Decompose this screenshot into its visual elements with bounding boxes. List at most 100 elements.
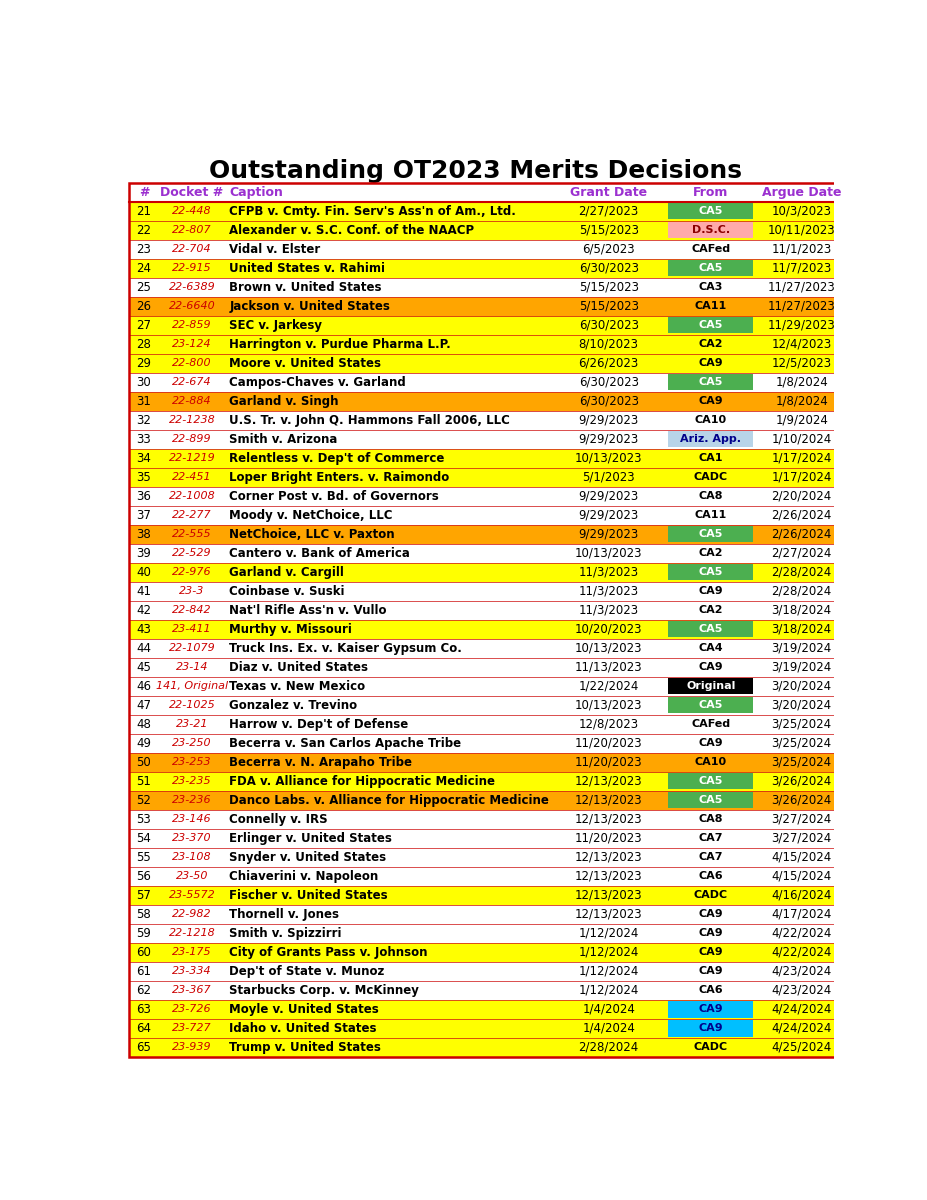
Text: 6/30/2023: 6/30/2023 [578,262,639,275]
Text: 12/13/2023: 12/13/2023 [575,794,642,806]
Text: CA4: CA4 [698,643,723,653]
Bar [668,431,753,448]
Bar [668,583,753,600]
Text: 22-807: 22-807 [172,226,212,235]
Bar [668,374,753,390]
Text: 3/27/2024: 3/27/2024 [771,832,832,845]
Text: CA5: CA5 [699,529,723,539]
Text: CA6: CA6 [698,985,723,996]
Text: Coinbase v. Suski: Coinbase v. Suski [229,584,345,598]
Bar [668,869,753,884]
Bar [129,924,847,943]
Text: 1/17/2024: 1/17/2024 [771,452,832,464]
Text: 2/26/2024: 2/26/2024 [771,528,832,541]
Text: 56: 56 [136,870,151,883]
Text: 1/22/2024: 1/22/2024 [578,680,639,692]
Text: 22-915: 22-915 [172,263,212,274]
Text: Garland v. Cargill: Garland v. Cargill [229,566,344,578]
Text: 22-1025: 22-1025 [169,701,215,710]
Text: 1/8/2024: 1/8/2024 [775,376,828,389]
Bar [129,962,847,980]
Text: CFPB v. Cmty. Fin. Serv's Ass'n of Am., Ltd.: CFPB v. Cmty. Fin. Serv's Ass'n of Am., … [229,205,516,218]
Text: 41: 41 [136,584,151,598]
Bar [668,716,753,732]
Text: 36: 36 [136,490,151,503]
Text: 60: 60 [136,946,151,959]
Bar [129,544,847,563]
Text: 22-529: 22-529 [172,548,212,558]
Text: 42: 42 [136,604,151,617]
Text: 24: 24 [136,262,151,275]
Text: 3/27/2024: 3/27/2024 [771,812,832,826]
Bar [129,430,847,449]
Text: CA2: CA2 [698,605,723,616]
Bar [668,830,753,846]
Text: 52: 52 [136,794,151,806]
Text: 3/25/2024: 3/25/2024 [771,718,832,731]
Bar [668,545,753,562]
Text: 23-3: 23-3 [179,587,205,596]
Text: 5/15/2023: 5/15/2023 [578,281,639,294]
Text: 4/16/2024: 4/16/2024 [771,889,832,902]
Text: 4/22/2024: 4/22/2024 [771,926,832,940]
Text: 23-146: 23-146 [172,815,212,824]
Bar [129,752,847,772]
Bar [668,811,753,828]
Text: 22-884: 22-884 [172,396,212,407]
Text: 10/11/2023: 10/11/2023 [768,224,835,236]
Text: CA7: CA7 [698,833,723,844]
Text: 22-1238: 22-1238 [169,415,215,425]
Text: CAFed: CAFed [692,245,730,254]
Text: 12/13/2023: 12/13/2023 [575,870,642,883]
Bar [129,563,847,582]
Text: 22-899: 22-899 [172,434,212,444]
Text: 23-175: 23-175 [172,947,212,958]
Text: CA11: CA11 [694,510,727,521]
Text: CA7: CA7 [698,852,723,863]
Text: 4/17/2024: 4/17/2024 [771,908,832,920]
Text: 11/27/2023: 11/27/2023 [768,281,835,294]
Bar [129,905,847,924]
Text: 2/28/2024: 2/28/2024 [578,1040,639,1054]
Text: 2/27/2023: 2/27/2023 [578,205,639,218]
Text: 2/28/2024: 2/28/2024 [771,566,832,578]
Text: 23-124: 23-124 [172,340,212,349]
Text: Alexander v. S.C. Conf. of the NAACP: Alexander v. S.C. Conf. of the NAACP [229,224,475,236]
Bar [129,1000,847,1019]
Text: 29: 29 [136,356,151,370]
Bar [668,697,753,714]
Text: Moyle v. United States: Moyle v. United States [229,1003,379,1016]
Text: Grant Date: Grant Date [570,186,647,199]
Text: 5/15/2023: 5/15/2023 [578,300,639,313]
Text: 25: 25 [136,281,151,294]
Text: 32: 32 [136,414,151,427]
Text: Erlinger v. United States: Erlinger v. United States [229,832,392,845]
Text: CA5: CA5 [699,796,723,805]
Bar [668,564,753,581]
Text: 11/27/2023: 11/27/2023 [768,300,835,313]
Text: CA9: CA9 [698,910,723,919]
Text: 11/3/2023: 11/3/2023 [578,604,639,617]
Bar [129,1019,847,1038]
Text: 65: 65 [136,1040,151,1054]
Text: CA11: CA11 [694,301,727,311]
Bar [668,508,753,523]
Text: 11/3/2023: 11/3/2023 [578,566,639,578]
Text: 9/29/2023: 9/29/2023 [578,490,639,503]
Text: 23-367: 23-367 [172,985,212,996]
Text: CA9: CA9 [698,738,723,749]
Text: 23-236: 23-236 [172,796,212,805]
Bar [668,336,753,353]
Text: 12/13/2023: 12/13/2023 [575,851,642,864]
Text: 23-50: 23-50 [176,871,209,881]
Text: 53: 53 [136,812,151,826]
Text: 10/13/2023: 10/13/2023 [575,547,642,560]
Bar [668,641,753,656]
Text: 2/20/2024: 2/20/2024 [771,490,832,503]
Text: Ariz. App.: Ariz. App. [680,434,742,444]
Text: CA10: CA10 [694,415,727,425]
Text: Harrington v. Purdue Pharma L.P.: Harrington v. Purdue Pharma L.P. [229,338,451,350]
Bar [129,582,847,601]
Text: 64: 64 [136,1022,151,1034]
Text: Relentless v. Dep't of Commerce: Relentless v. Dep't of Commerce [229,452,445,464]
